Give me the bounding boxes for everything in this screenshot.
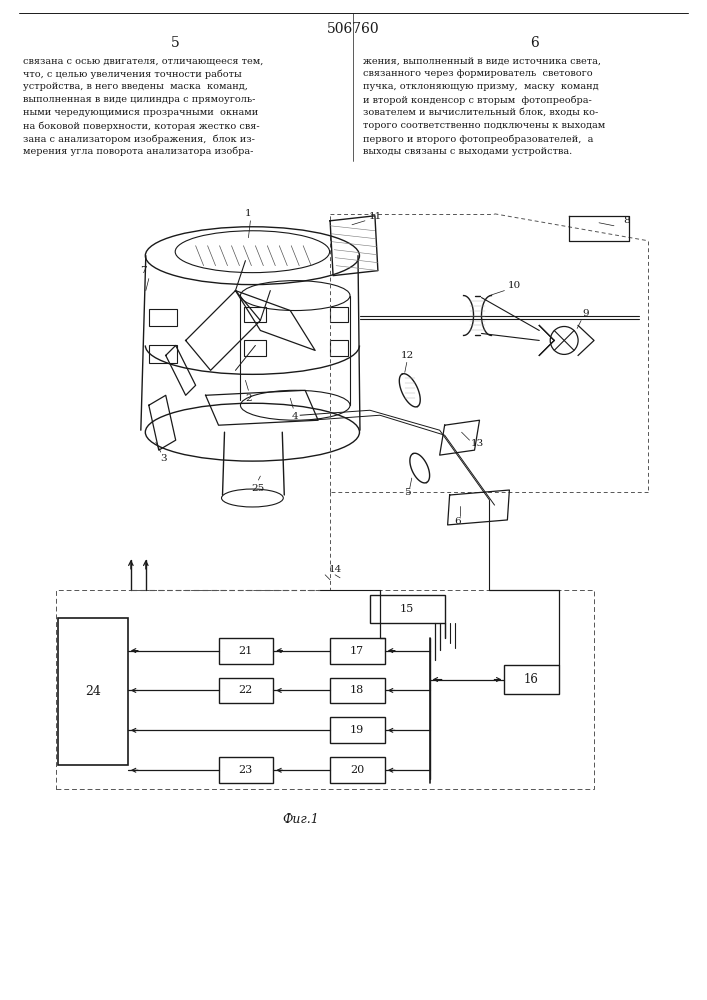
Bar <box>330 678 385 703</box>
Text: зана с анализатором изображения,  блок из-: зана с анализатором изображения, блок из… <box>23 134 255 144</box>
Text: устройства, в него введены  маска  команд,: устройства, в него введены маска команд, <box>23 82 248 91</box>
Text: 22: 22 <box>238 685 252 695</box>
Text: пучка, отклоняющую призму,  маску  команд: пучка, отклоняющую призму, маску команд <box>363 82 599 91</box>
Bar <box>330 307 348 322</box>
Text: выполненная в виде цилиндра с прямоуголь-: выполненная в виде цилиндра с прямоуголь… <box>23 95 256 104</box>
Text: 18: 18 <box>350 685 364 695</box>
Text: 19: 19 <box>350 725 364 735</box>
Bar <box>370 595 445 623</box>
Text: 2: 2 <box>245 394 252 403</box>
Text: 15: 15 <box>399 604 414 614</box>
Text: 24: 24 <box>85 685 101 698</box>
Bar <box>330 757 385 783</box>
Text: на боковой поверхности, которая жестко свя-: на боковой поверхности, которая жестко с… <box>23 121 260 131</box>
Text: 5: 5 <box>171 36 180 50</box>
Bar <box>218 678 274 703</box>
Text: 7: 7 <box>141 266 147 275</box>
Bar <box>56 590 594 789</box>
Text: первого и второго фотопреобразователей,  а: первого и второго фотопреобразователей, … <box>363 134 593 144</box>
Text: 3: 3 <box>160 454 167 463</box>
Text: 10: 10 <box>508 281 521 290</box>
Text: 11: 11 <box>368 212 382 221</box>
Bar <box>148 309 177 326</box>
Text: 13: 13 <box>471 439 484 448</box>
Text: 12: 12 <box>401 351 414 360</box>
Text: 14: 14 <box>329 565 341 574</box>
Bar <box>218 757 274 783</box>
Text: 506760: 506760 <box>327 22 380 36</box>
Text: 4: 4 <box>292 412 298 421</box>
Text: 20: 20 <box>350 765 364 775</box>
Text: торого соответственно подключены к выходам: торого соответственно подключены к выход… <box>363 121 605 130</box>
Text: 17: 17 <box>350 646 364 656</box>
Bar <box>330 340 348 356</box>
Bar <box>330 717 385 743</box>
Text: мерения угла поворота анализатора изобра-: мерения угла поворота анализатора изобра… <box>23 147 254 156</box>
Text: 16: 16 <box>524 673 539 686</box>
Text: 25: 25 <box>252 484 265 493</box>
Text: что, с целью увеличения точности работы: что, с целью увеличения точности работы <box>23 69 242 79</box>
Text: 5: 5 <box>404 488 411 497</box>
Text: выходы связаны с выходами устройства.: выходы связаны с выходами устройства. <box>363 147 572 156</box>
Text: зователем и вычислительный блок, входы ко-: зователем и вычислительный блок, входы к… <box>363 108 598 117</box>
Text: 6: 6 <box>455 517 461 526</box>
Bar <box>148 345 177 363</box>
Bar <box>504 665 559 694</box>
Text: Фиг.1: Фиг.1 <box>282 813 319 826</box>
Text: ными чередующимися прозрачными  окнами: ными чередующимися прозрачными окнами <box>23 108 259 117</box>
Bar <box>245 340 267 356</box>
Bar <box>330 638 385 664</box>
Text: 8: 8 <box>624 216 630 225</box>
Text: 21: 21 <box>238 646 252 656</box>
Text: связанного через формирователь  светового: связанного через формирователь светового <box>363 69 592 78</box>
Text: 9: 9 <box>583 309 590 318</box>
Text: 23: 23 <box>238 765 252 775</box>
Text: и второй конденсор с вторым  фотопреобра-: и второй конденсор с вторым фотопреобра- <box>363 95 592 105</box>
Text: 6: 6 <box>530 36 539 50</box>
Bar <box>58 618 128 765</box>
Text: жения, выполненный в виде источника света,: жения, выполненный в виде источника свет… <box>363 56 601 65</box>
Text: связана с осью двигателя, отличающееся тем,: связана с осью двигателя, отличающееся т… <box>23 56 264 65</box>
Bar <box>245 307 267 322</box>
Text: 1: 1 <box>245 209 252 218</box>
Bar <box>218 638 274 664</box>
